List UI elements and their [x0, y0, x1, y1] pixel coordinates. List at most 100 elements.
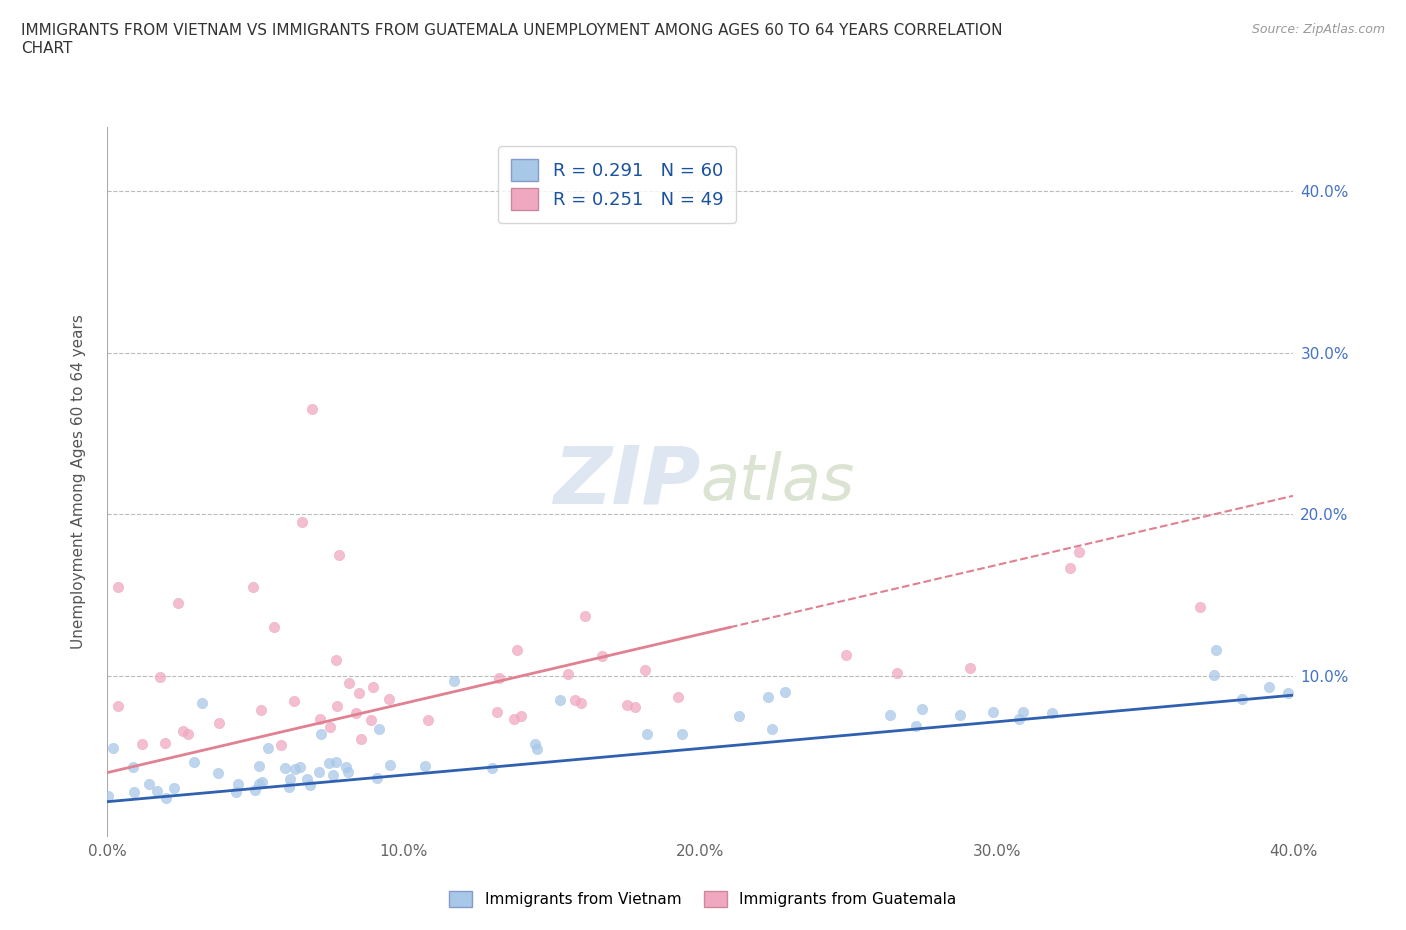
Point — [299, 777, 322, 792]
Point — [250, 703, 273, 718]
Point — [481, 760, 503, 775]
Point — [242, 579, 264, 594]
Point — [155, 790, 177, 805]
Point — [309, 711, 332, 726]
Point — [366, 771, 388, 786]
Point — [377, 691, 399, 706]
Point — [308, 764, 330, 779]
Point — [344, 705, 367, 720]
Point — [1059, 560, 1081, 575]
Point — [207, 765, 229, 780]
Point — [103, 740, 125, 755]
Point — [636, 726, 658, 741]
Point — [291, 515, 314, 530]
Point — [671, 726, 693, 741]
Point — [208, 715, 231, 730]
Point — [911, 702, 934, 717]
Point — [122, 759, 145, 774]
Point — [503, 711, 526, 726]
Point — [591, 649, 613, 664]
Point — [177, 726, 200, 741]
Point — [328, 547, 350, 562]
Point — [107, 579, 129, 594]
Point — [756, 690, 779, 705]
Point — [318, 755, 340, 770]
Point — [1257, 680, 1279, 695]
Point — [1008, 711, 1031, 726]
Point — [325, 653, 347, 668]
Point — [569, 696, 592, 711]
Point — [122, 785, 145, 800]
Point — [350, 731, 373, 746]
Legend: R = 0.291   N = 60, R = 0.251   N = 49: R = 0.291 N = 60, R = 0.251 N = 49 — [499, 146, 735, 223]
Y-axis label: Unemployment Among Ages 60 to 64 years: Unemployment Among Ages 60 to 64 years — [72, 314, 86, 649]
Point — [1040, 705, 1063, 720]
Point — [524, 737, 547, 751]
Point — [263, 620, 285, 635]
Point — [301, 402, 323, 417]
Point — [506, 643, 529, 658]
Point — [443, 674, 465, 689]
Point — [247, 759, 270, 774]
Point — [835, 647, 858, 662]
Point — [564, 693, 586, 708]
Point — [326, 698, 349, 713]
Point — [337, 675, 360, 690]
Point — [886, 665, 908, 680]
Point — [325, 754, 347, 769]
Point — [243, 783, 266, 798]
Point — [509, 709, 531, 724]
Point — [153, 736, 176, 751]
Point — [666, 689, 689, 704]
Point — [634, 663, 657, 678]
Point — [981, 705, 1004, 720]
Point — [413, 759, 436, 774]
Point — [288, 760, 311, 775]
Point — [349, 685, 371, 700]
Point — [574, 608, 596, 623]
Point — [337, 764, 360, 779]
Point — [360, 712, 382, 727]
Point — [1202, 668, 1225, 683]
Point — [548, 693, 571, 708]
Point — [363, 680, 385, 695]
Point — [146, 783, 169, 798]
Point — [488, 671, 510, 685]
Point — [557, 667, 579, 682]
Point — [322, 768, 344, 783]
Point — [1230, 692, 1253, 707]
Point — [773, 684, 796, 699]
Point — [378, 758, 401, 773]
Point — [1189, 599, 1212, 614]
Text: IMMIGRANTS FROM VIETNAM VS IMMIGRANTS FROM GUATEMALA UNEMPLOYMENT AMONG AGES 60 : IMMIGRANTS FROM VIETNAM VS IMMIGRANTS FR… — [21, 23, 1002, 56]
Point — [225, 785, 247, 800]
Point — [270, 737, 292, 752]
Point — [149, 670, 172, 684]
Point — [1012, 704, 1035, 719]
Point — [295, 772, 318, 787]
Point — [172, 724, 194, 738]
Point — [1277, 685, 1299, 700]
Text: atlas: atlas — [700, 451, 855, 513]
Point — [107, 698, 129, 713]
Point — [335, 760, 357, 775]
Point — [416, 712, 439, 727]
Point — [624, 700, 647, 715]
Point — [879, 708, 901, 723]
Point — [728, 709, 751, 724]
Point — [309, 726, 332, 741]
Point — [190, 696, 212, 711]
Point — [250, 775, 273, 790]
Legend: Immigrants from Vietnam, Immigrants from Guatemala: Immigrants from Vietnam, Immigrants from… — [443, 884, 963, 913]
Point — [1067, 544, 1090, 559]
Point — [257, 741, 280, 756]
Point — [131, 737, 153, 751]
Point — [163, 780, 186, 795]
Point — [274, 761, 297, 776]
Point — [949, 708, 972, 723]
Point — [278, 772, 301, 787]
Point — [283, 694, 305, 709]
Point — [247, 777, 270, 791]
Point — [138, 777, 160, 791]
Point — [526, 741, 548, 756]
